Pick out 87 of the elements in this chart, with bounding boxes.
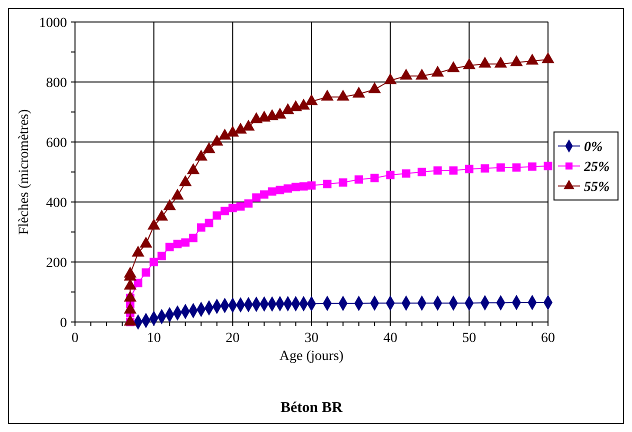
x-tick-label: 60 (541, 331, 555, 346)
point (305, 94, 318, 106)
point (512, 163, 521, 172)
point (336, 90, 350, 101)
point (155, 210, 168, 221)
point (510, 55, 523, 66)
y-tick-label: 400 (46, 196, 67, 211)
point (299, 182, 308, 191)
point (480, 164, 490, 173)
point (150, 258, 158, 266)
point (478, 56, 492, 68)
point (368, 82, 381, 94)
point (147, 218, 160, 230)
y-axis-title: Flèches (micromètres) (17, 108, 32, 235)
point (220, 206, 229, 216)
y-tick-label: 0 (60, 316, 67, 331)
point (416, 68, 428, 80)
point (226, 126, 240, 137)
point (212, 211, 222, 220)
point (228, 204, 237, 212)
point (354, 175, 363, 184)
point (338, 178, 348, 187)
x-tick-label: 40 (383, 331, 398, 346)
x-tick-label: 50 (462, 331, 476, 346)
y-tick-label: 800 (46, 76, 67, 91)
point (134, 278, 142, 288)
point (171, 188, 184, 200)
point (260, 190, 268, 199)
point (370, 174, 379, 182)
point (234, 122, 247, 134)
x-tick-label: 10 (146, 331, 161, 346)
y-tick-label: 200 (46, 256, 67, 271)
point (179, 175, 192, 186)
point (218, 128, 232, 140)
y-tick-label: 600 (46, 136, 67, 151)
text: Béton BR (280, 400, 343, 416)
legend-label: 0% (584, 140, 603, 155)
point (526, 54, 539, 65)
point (268, 187, 276, 196)
point (384, 73, 397, 84)
point (400, 68, 412, 80)
point (542, 52, 554, 64)
point (158, 252, 166, 260)
point (189, 234, 198, 242)
point (496, 163, 505, 172)
point (196, 223, 206, 232)
point (447, 61, 460, 72)
point (165, 242, 174, 252)
x-tick-label: 0 (72, 331, 78, 346)
point (142, 268, 150, 277)
point (386, 170, 395, 180)
x-tick-label: 20 (226, 331, 240, 346)
point (252, 193, 260, 202)
point (281, 103, 294, 114)
point (132, 246, 144, 257)
point (186, 163, 200, 174)
point (244, 199, 253, 208)
point (494, 56, 508, 68)
x-tick-label: 30 (304, 331, 318, 346)
point (464, 164, 474, 174)
point (181, 238, 190, 247)
point (462, 58, 476, 70)
point (431, 66, 444, 77)
point (418, 168, 426, 176)
legend-label: 25% (583, 160, 610, 175)
point (320, 90, 334, 101)
point (194, 150, 208, 161)
x-axis-title: Age (jours) (279, 349, 344, 364)
point (352, 86, 366, 98)
point (433, 166, 442, 175)
point (210, 134, 224, 146)
point (284, 184, 292, 193)
point (204, 218, 214, 228)
point (544, 162, 552, 170)
point (307, 181, 316, 190)
point (528, 162, 536, 171)
point (163, 199, 176, 210)
legend-label: 55% (584, 180, 610, 195)
point (236, 202, 245, 211)
point (292, 182, 300, 192)
y-tick-label: 1000 (39, 16, 67, 31)
point (140, 236, 152, 248)
point (323, 180, 332, 188)
point (242, 120, 255, 131)
point (202, 142, 216, 154)
point (449, 166, 458, 175)
point (402, 169, 410, 178)
